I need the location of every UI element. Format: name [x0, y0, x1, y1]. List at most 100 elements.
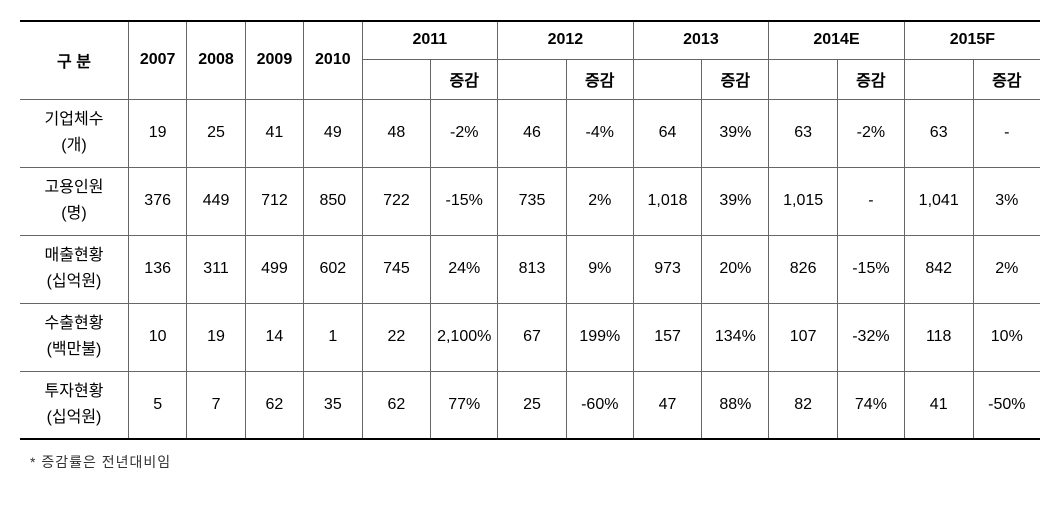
table-row: 매출현황(십억원)13631149960274524%8139%97320%82… [20, 235, 1040, 303]
cell-value: 41 [904, 371, 973, 439]
cell-value: 973 [633, 235, 702, 303]
cell-value: 63 [904, 99, 973, 167]
header-year-2011: 2011 [362, 21, 498, 59]
cell-value: 25 [498, 371, 567, 439]
cell-change: 74% [838, 371, 905, 439]
cell-value: 157 [633, 303, 702, 371]
cell-value: 712 [245, 167, 303, 235]
header-change-2012: 증감 [566, 59, 633, 99]
cell-change: - [838, 167, 905, 235]
cell-change: -60% [566, 371, 633, 439]
table-head: 구 분 2007 2008 2009 2010 2011 2012 2013 2… [20, 21, 1040, 99]
cell-change: 77% [431, 371, 498, 439]
header-change-2013: 증감 [702, 59, 769, 99]
table-row: 투자현황(십억원)5762356277%25-60%4788%8274%41-5… [20, 371, 1040, 439]
cell-change: -32% [838, 303, 905, 371]
cell-value: 5 [128, 371, 186, 439]
cell-change: -15% [838, 235, 905, 303]
header-spacer-2012 [498, 59, 567, 99]
row-label-line1: 고용인원 [45, 179, 104, 196]
cell-value: 46 [498, 99, 567, 167]
cell-value: 41 [245, 99, 303, 167]
footnote: * 증감률은 전년대비임 [20, 452, 1040, 472]
cell-value: 35 [304, 371, 362, 439]
table-row: 고용인원(명)376449712850722-15%7352%1,01839%1… [20, 167, 1040, 235]
header-change-2014e: 증감 [838, 59, 905, 99]
row-label: 매출현황 (십억원) [20, 235, 128, 303]
row-label-line1: 기업체수 [45, 111, 104, 128]
table-row: 수출현황(백만불)1019141222,100%67199%157134%107… [20, 303, 1040, 371]
cell-change: 134% [702, 303, 769, 371]
cell-value: 826 [769, 235, 838, 303]
cell-change: - [973, 99, 1040, 167]
header-year-2008: 2008 [187, 21, 245, 99]
header-change-2015f: 증감 [973, 59, 1040, 99]
header-row-1: 구 분 2007 2008 2009 2010 2011 2012 2013 2… [20, 21, 1040, 59]
cell-value: 62 [245, 371, 303, 439]
header-year-2013: 2013 [633, 21, 769, 59]
cell-value: 64 [633, 99, 702, 167]
cell-value: 842 [904, 235, 973, 303]
cell-change: -2% [431, 99, 498, 167]
cell-value: 82 [769, 371, 838, 439]
row-label-line1: 수출현황 [45, 315, 104, 332]
cell-change: 2% [566, 167, 633, 235]
cell-value: 735 [498, 167, 567, 235]
row-label: 고용인원 (명) [20, 167, 128, 235]
cell-value: 1 [304, 303, 362, 371]
row-label-line1: 투자현황 [45, 383, 104, 400]
cell-value: 118 [904, 303, 973, 371]
cell-value: 47 [633, 371, 702, 439]
row-label-line2: (명) [61, 205, 86, 222]
cell-change: -15% [431, 167, 498, 235]
cell-value: 449 [187, 167, 245, 235]
cell-value: 850 [304, 167, 362, 235]
cell-value: 48 [362, 99, 431, 167]
row-label: 기업체수 (개) [20, 99, 128, 167]
table-body: 기업체수(개)1925414948-2%46-4%6439%63-2%63-고용… [20, 99, 1040, 439]
table-row: 기업체수(개)1925414948-2%46-4%6439%63-2%63- [20, 99, 1040, 167]
row-label: 투자현황 (십억원) [20, 371, 128, 439]
cell-value: 63 [769, 99, 838, 167]
cell-value: 602 [304, 235, 362, 303]
cell-value: 19 [187, 303, 245, 371]
cell-value: 311 [187, 235, 245, 303]
header-spacer-2011 [362, 59, 431, 99]
header-year-2010: 2010 [304, 21, 362, 99]
cell-value: 499 [245, 235, 303, 303]
header-spacer-2015f [904, 59, 973, 99]
cell-change: 9% [566, 235, 633, 303]
data-table: 구 분 2007 2008 2009 2010 2011 2012 2013 2… [20, 20, 1040, 440]
header-year-2007: 2007 [128, 21, 186, 99]
header-spacer-2014e [769, 59, 838, 99]
cell-value: 107 [769, 303, 838, 371]
cell-value: 1,018 [633, 167, 702, 235]
cell-change: 2% [973, 235, 1040, 303]
cell-change: 24% [431, 235, 498, 303]
header-year-2012: 2012 [498, 21, 634, 59]
row-label: 수출현황(백만불) [20, 303, 128, 371]
header-category: 구 분 [20, 21, 128, 99]
cell-change: -50% [973, 371, 1040, 439]
cell-value: 14 [245, 303, 303, 371]
header-year-2014e: 2014E [769, 21, 905, 59]
row-label-line1: 매출현황 [45, 247, 104, 264]
cell-value: 7 [187, 371, 245, 439]
cell-value: 745 [362, 235, 431, 303]
cell-value: 67 [498, 303, 567, 371]
cell-change: 39% [702, 167, 769, 235]
cell-value: 136 [128, 235, 186, 303]
cell-value: 25 [187, 99, 245, 167]
cell-change: 88% [702, 371, 769, 439]
row-label-line2: (십억원) [47, 409, 102, 426]
cell-value: 376 [128, 167, 186, 235]
header-year-2015f: 2015F [904, 21, 1040, 59]
cell-change: 2,100% [431, 303, 498, 371]
row-label-line2: (십억원) [47, 273, 102, 290]
cell-value: 49 [304, 99, 362, 167]
cell-value: 22 [362, 303, 431, 371]
cell-change: 199% [566, 303, 633, 371]
row-label-line2: (개) [61, 137, 86, 154]
cell-change: 20% [702, 235, 769, 303]
cell-change: -4% [566, 99, 633, 167]
